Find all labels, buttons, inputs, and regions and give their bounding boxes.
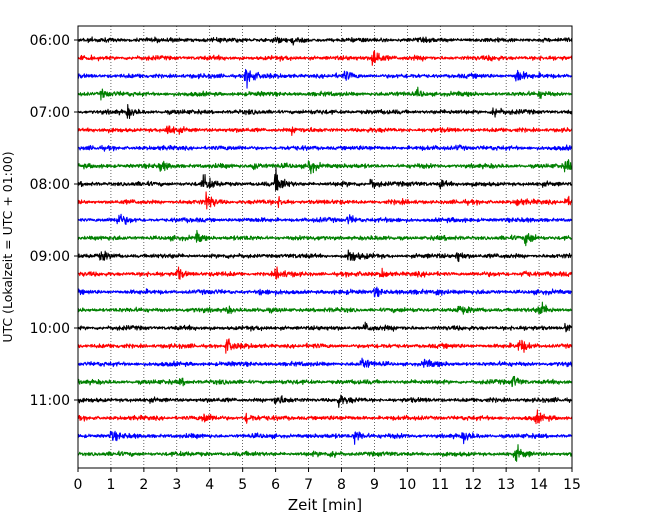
y-tick-label: 09:00 xyxy=(30,249,70,265)
trace-0945 xyxy=(77,301,573,315)
trace-1100 xyxy=(77,394,573,408)
trace-0800 xyxy=(77,167,573,191)
y-tick-label: 10:00 xyxy=(30,321,70,337)
x-tick-label: 6 xyxy=(271,477,280,493)
trace-0615 xyxy=(77,50,573,66)
x-tick-label: 8 xyxy=(337,477,346,493)
x-axis-title: Zeit [min] xyxy=(288,496,362,514)
y-tick-label: 06:00 xyxy=(30,33,70,49)
trace-0600 xyxy=(77,36,573,46)
trace-0900 xyxy=(77,249,573,263)
x-tick-label: 4 xyxy=(205,477,214,493)
trace-0830 xyxy=(77,213,573,225)
y-tick-label: 11:00 xyxy=(30,393,70,409)
x-tick-label: 2 xyxy=(139,477,148,493)
x-tick-label: 12 xyxy=(464,477,482,493)
y-tick-label: 07:00 xyxy=(30,105,70,121)
trace-1015 xyxy=(77,338,573,354)
x-tick-label: 13 xyxy=(497,477,515,493)
x-axis-ticks: 0 1 2 3 4 5 6 7 8 9 10 11 12 13 14 15 xyxy=(74,468,581,493)
trace-0930 xyxy=(77,286,573,298)
trace-1030 xyxy=(77,357,573,368)
x-tick-label: 7 xyxy=(304,477,313,493)
x-tick-label: 9 xyxy=(370,477,379,493)
trace-1130 xyxy=(77,430,573,445)
x-tick-label: 1 xyxy=(106,477,115,493)
trace-1115 xyxy=(77,409,573,425)
x-tick-label: 15 xyxy=(563,477,581,493)
seismogram-traces xyxy=(77,36,573,462)
trace-0845 xyxy=(77,229,573,247)
trace-0700 xyxy=(77,103,573,120)
trace-0645 xyxy=(77,86,573,101)
x-tick-label: 11 xyxy=(431,477,449,493)
x-tick-label: 5 xyxy=(238,477,247,493)
trace-0915 xyxy=(77,266,573,280)
x-tick-label: 14 xyxy=(530,477,548,493)
x-tick-label: 3 xyxy=(172,477,181,493)
x-tick-label: 0 xyxy=(74,477,83,493)
trace-0745 xyxy=(77,159,573,175)
trace-1145 xyxy=(77,444,573,462)
plot-frame xyxy=(77,25,573,469)
y-axis-ticks: 06:00 07:00 08:00 09:00 10:00 11:00 xyxy=(30,33,78,409)
trace-0730 xyxy=(77,144,573,152)
y-tick-label: 08:00 xyxy=(30,177,70,193)
x-tick-label: 10 xyxy=(398,477,416,493)
trace-1000 xyxy=(77,321,573,333)
trace-0815 xyxy=(77,191,573,210)
trace-0715 xyxy=(77,125,573,137)
trace-0630 xyxy=(77,68,573,89)
trace-1045 xyxy=(77,375,573,388)
y-axis-title: UTC (Lokalzeit = UTC + 01:00) xyxy=(0,151,15,342)
